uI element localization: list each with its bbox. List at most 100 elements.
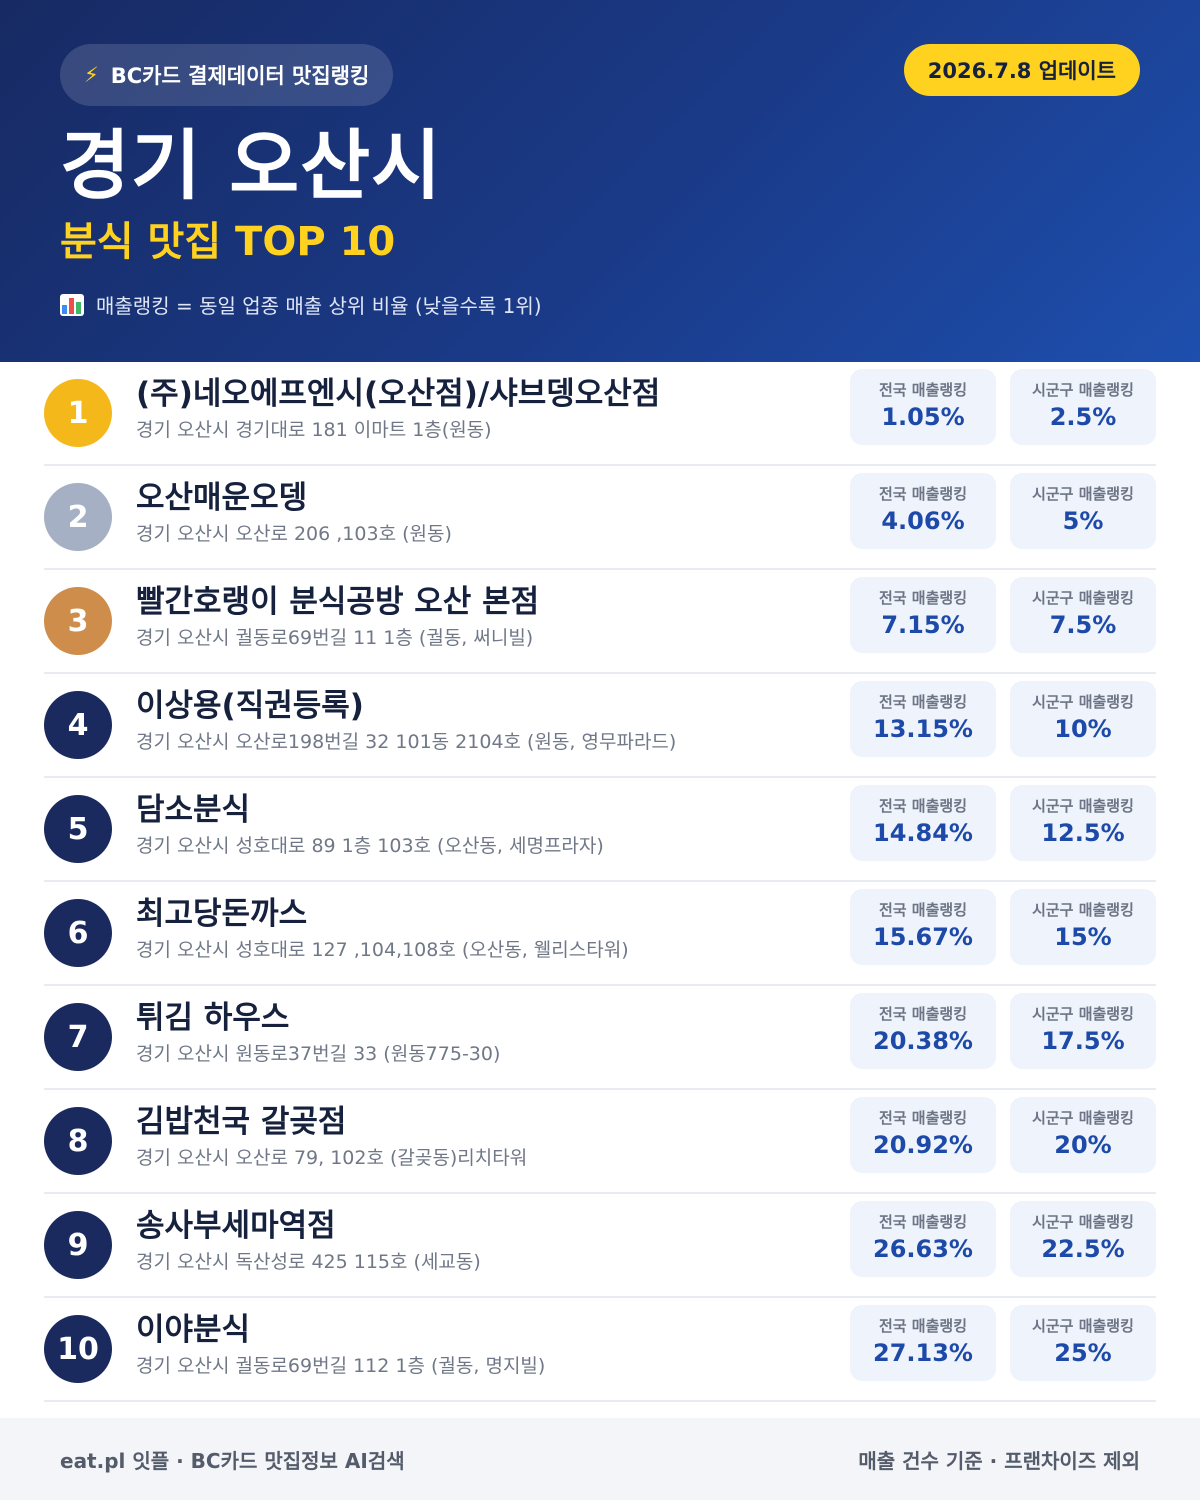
national-ranking-value: 26.63%: [873, 1235, 973, 1263]
district-ranking-card: 시군구 매출랭킹 5%: [1010, 473, 1156, 549]
restaurant-name[interactable]: 최고당돈까스: [136, 896, 308, 932]
restaurant-info: 이상용(직권등록) 경기 오산시 오산로198번길 32 101동 2104호 (…: [136, 685, 826, 755]
restaurant-address: 경기 오산시 경기대로 181 이마트 1층(원동): [136, 419, 492, 441]
national-ranking-card: 전국 매출랭킹 1.05%: [850, 369, 996, 445]
district-ranking-value: 22.5%: [1041, 1235, 1125, 1263]
district-ranking-value: 12.5%: [1041, 819, 1125, 847]
district-ranking-value: 2.5%: [1049, 403, 1117, 431]
source-pill: ⚡ BC카드 결제데이터 맛집랭킹: [60, 44, 394, 106]
restaurant-address: 경기 오산시 오산로 79, 102호 (갈곶동)리치타워: [136, 1147, 528, 1169]
national-ranking-value: 7.15%: [881, 611, 965, 639]
restaurant-address: 경기 오산시 독산성로 425 115호 (세교동): [136, 1251, 481, 1273]
restaurant-name[interactable]: 이상용(직권등록): [136, 688, 364, 724]
district-ranking-value: 25%: [1054, 1339, 1112, 1367]
footer-note: 매출 건수 기준 · 프랜차이즈 제외: [858, 1448, 1140, 1473]
district-ranking-label: 시군구 매출랭킹: [1032, 1109, 1134, 1127]
national-ranking-value: 27.13%: [873, 1339, 973, 1367]
category-title: 분식 맛집 TOP 10: [60, 219, 396, 265]
national-ranking-value: 1.05%: [881, 403, 965, 431]
district-ranking-value: 15%: [1054, 923, 1112, 951]
district-ranking-label: 시군구 매출랭킹: [1032, 381, 1134, 399]
national-ranking-label: 전국 매출랭킹: [878, 693, 968, 711]
rank-badge: 7: [44, 1003, 112, 1071]
update-badge: 2026.7.8 업데이트: [903, 44, 1140, 96]
national-ranking-value: 13.15%: [873, 715, 973, 743]
national-ranking-card: 전국 매출랭킹 13.15%: [850, 681, 996, 757]
rank-badge: 5: [44, 795, 112, 863]
restaurant-row[interactable]: 2 오산매운오뎅 경기 오산시 오산로 206 ,103호 (원동) 전국 매출랭킹 4…: [44, 466, 1156, 570]
restaurant-name[interactable]: 이야분식: [136, 1312, 251, 1348]
district-ranking-label: 시군구 매출랭킹: [1032, 1005, 1134, 1023]
rank-badge: 2: [44, 483, 112, 551]
rank-badge: 10: [44, 1315, 112, 1383]
restaurant-name[interactable]: 오산매운오뎅: [136, 480, 308, 516]
ranking-legend: 매출랭킹 = 동일 업종 매출 상위 비율 (낮을수록 1위): [60, 290, 1140, 319]
national-ranking-label: 전국 매출랭킹: [878, 381, 968, 399]
district-ranking-card: 시군구 매출랭킹 12.5%: [1010, 785, 1156, 861]
national-ranking-card: 전국 매출랭킹 26.63%: [850, 1201, 996, 1277]
lightning-icon: ⚡: [84, 63, 99, 87]
district-ranking-value: 5%: [1062, 507, 1104, 535]
national-ranking-value: 20.92%: [873, 1131, 973, 1159]
district-ranking-card: 시군구 매출랭킹 10%: [1010, 681, 1156, 757]
national-ranking-value: 15.67%: [873, 923, 973, 951]
restaurant-name[interactable]: 담소분식: [136, 792, 251, 828]
national-ranking-label: 전국 매출랭킹: [878, 1109, 968, 1127]
restaurant-name[interactable]: (주)네오에프엔시(오산점)/샤브뎅오산점: [136, 376, 661, 412]
restaurant-address: 경기 오산시 궐동로69번길 112 1층 (궐동, 명지빌): [136, 1355, 546, 1377]
district-ranking-label: 시군구 매출랭킹: [1032, 901, 1134, 919]
bar-chart-icon: [60, 293, 84, 316]
restaurant-row[interactable]: 4 이상용(직권등록) 경기 오산시 오산로198번길 32 101동 2104호 …: [44, 674, 1156, 778]
national-ranking-value: 20.38%: [873, 1027, 973, 1055]
district-ranking-label: 시군구 매출랭킹: [1032, 589, 1134, 607]
district-ranking-label: 시군구 매출랭킹: [1032, 1317, 1134, 1335]
restaurant-address: 경기 오산시 성호대로 89 1층 103호 (오산동, 세명프라자): [136, 835, 604, 857]
restaurant-name[interactable]: 송사부세마역점: [136, 1208, 336, 1244]
district-ranking-label: 시군구 매출랭킹: [1032, 693, 1134, 711]
header-banner: ⚡ BC카드 결제데이터 맛집랭킹 2026.7.8 업데이트 경기 오산시 분…: [0, 0, 1200, 362]
region-title: 경기 오산시: [60, 121, 443, 210]
district-ranking-value: 7.5%: [1049, 611, 1117, 639]
restaurant-name[interactable]: 빨간호랭이 분식공방 오산 본점: [136, 584, 540, 620]
restaurant-address: 경기 오산시 궐동로69번길 11 1층 (궐동, 써니빌): [136, 627, 534, 649]
district-ranking-value: 20%: [1054, 1131, 1112, 1159]
national-ranking-value: 4.06%: [881, 507, 965, 535]
rank-badge: 6: [44, 899, 112, 967]
rank-badge: 1: [44, 379, 112, 447]
restaurant-address: 경기 오산시 성호대로 127 ,104,108호 (오산동, 웰리스타워): [136, 939, 629, 961]
district-ranking-card: 시군구 매출랭킹 22.5%: [1010, 1201, 1156, 1277]
restaurant-name[interactable]: 튀김 하우스: [136, 1000, 290, 1036]
national-ranking-label: 전국 매출랭킹: [878, 1317, 968, 1335]
restaurant-row[interactable]: 9 송사부세마역점 경기 오산시 독산성로 425 115호 (세교동) 전국 매출랭…: [44, 1194, 1156, 1298]
district-ranking-value: 17.5%: [1041, 1027, 1125, 1055]
district-ranking-card: 시군구 매출랭킹 2.5%: [1010, 369, 1156, 445]
restaurant-name[interactable]: 김밥천국 갈곶점: [136, 1104, 347, 1140]
restaurant-address: 경기 오산시 원동로37번길 33 (원동775-30): [136, 1043, 501, 1065]
district-ranking-label: 시군구 매출랭킹: [1032, 797, 1134, 815]
footer-source: eat.pl 잇플 · BC카드 맛집정보 AI검색: [60, 1448, 405, 1473]
national-ranking-label: 전국 매출랭킹: [878, 589, 968, 607]
national-ranking-card: 전국 매출랭킹 27.13%: [850, 1305, 996, 1381]
rank-badge: 3: [44, 587, 112, 655]
restaurant-row[interactable]: 8 김밥천국 갈곶점 경기 오산시 오산로 79, 102호 (갈곶동)리치타워 전국…: [44, 1090, 1156, 1194]
national-ranking-card: 전국 매출랭킹 20.38%: [850, 993, 996, 1069]
district-ranking-label: 시군구 매출랭킹: [1032, 1213, 1134, 1231]
restaurant-address: 경기 오산시 오산로 206 ,103호 (원동): [136, 523, 452, 545]
national-ranking-card: 전국 매출랭킹 14.84%: [850, 785, 996, 861]
national-ranking-card: 전국 매출랭킹 7.15%: [850, 577, 996, 653]
